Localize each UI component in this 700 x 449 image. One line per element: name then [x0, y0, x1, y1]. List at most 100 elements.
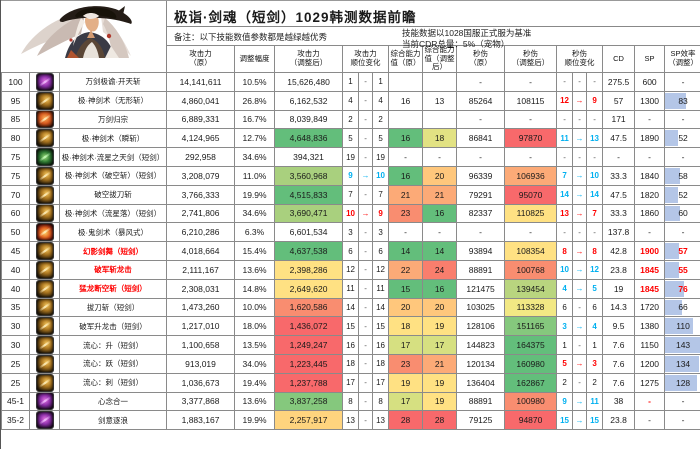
attack-adjusted-value: 1,620,586: [274, 297, 344, 318]
sp-efficiency-bar: [665, 355, 699, 372]
cd-value: 23.8: [602, 410, 636, 431]
comp-adjusted-value: 16: [422, 203, 458, 224]
attack-rank-before: 15: [342, 316, 360, 337]
attack-original-value: 1,036,673: [166, 372, 236, 393]
dps-rank-arrow: →: [572, 410, 588, 431]
sp-efficiency-value: 60: [678, 208, 688, 219]
sp-efficiency-cell: 110: [664, 316, 700, 337]
adjust-percent-value: 34.0%: [234, 353, 276, 374]
comp-original-value: 28: [388, 410, 424, 431]
comp-original-value: 16: [388, 165, 424, 186]
gold-multi-slash-icon: [36, 205, 53, 222]
attack-original-value: 6,889,331: [166, 109, 236, 130]
col-header-dps-original: 秒伤 （原）: [456, 45, 506, 73]
cd-value: -: [602, 147, 636, 167]
dps-rank-after: 14: [586, 184, 604, 205]
gold-arc-slash-icon: [36, 186, 53, 203]
skill-icon-cell: [29, 222, 60, 243]
skill-level: 75: [1, 165, 30, 186]
sp-efficiency-bar: [665, 318, 693, 335]
skill-level: 80: [1, 128, 30, 149]
attack-rank-after: 16: [372, 335, 390, 355]
col-header-sp: SP: [634, 45, 666, 73]
attack-original-value: 4,124,965: [166, 128, 236, 149]
note-cdr-line2: 当前CDR总量：5%（宠物）: [402, 39, 510, 50]
dps-adjusted-value: 162867: [504, 372, 558, 393]
sp-efficiency-value: 58: [678, 170, 688, 181]
table-row: 50 极·鬼剑术（暴风式） 6,210,286 6.3% 6,601,534 3…: [1, 222, 700, 243]
skill-level: 40: [1, 259, 30, 280]
dps-original-value: 79125: [456, 410, 506, 431]
skill-level: 60: [1, 203, 30, 224]
attack-rank-after: 5: [372, 128, 390, 149]
attack-rank-arrow: →: [358, 203, 374, 224]
comp-adjusted-value: 16: [422, 278, 458, 299]
dps-rank-arrow: -: [572, 222, 588, 243]
attack-original-value: 2,308,031: [166, 278, 236, 299]
skill-icon-cell: [29, 391, 60, 412]
attack-original-value: 292,958: [166, 147, 236, 167]
attack-rank-after: 3: [372, 222, 390, 243]
col-header-cd: CD: [602, 45, 636, 73]
dps-rank-after: 2: [586, 372, 604, 393]
sp-value: -: [634, 391, 666, 412]
attack-rank-before: 13: [342, 410, 360, 431]
comp-adjusted-value: -: [422, 222, 458, 243]
attack-rank-after: 19: [372, 147, 390, 167]
attack-original-value: 4,018,664: [166, 241, 236, 261]
dps-rank-before: -: [556, 147, 574, 167]
comp-original-value: 21: [388, 184, 424, 205]
dps-rank-after: 7: [586, 203, 604, 224]
dps-rank-before: -: [556, 72, 574, 92]
comp-adjusted-value: 21: [422, 353, 458, 374]
skill-icon-cell: [29, 165, 60, 186]
attack-adjusted-value: 4,515,833: [274, 184, 344, 205]
top-band: 极诣·剑魂（短剑）1029韩测数据前瞻 备注：以下技能数值参数都是越绿越优秀 技…: [1, 0, 700, 58]
dps-rank-arrow: →: [572, 353, 588, 374]
sp-value: 1300: [634, 90, 666, 111]
skill-level: 25: [1, 353, 30, 374]
skill-icon-cell: [29, 372, 60, 393]
dps-rank-before: 6: [556, 297, 574, 318]
cd-value: 57: [602, 90, 636, 111]
dps-rank-after: 8: [586, 241, 604, 261]
attack-rank-after: 18: [372, 353, 390, 374]
sp-efficiency-cell: -: [664, 72, 700, 92]
attack-original-value: 1,217,010: [166, 316, 236, 337]
skill-icon-cell: [29, 316, 60, 337]
attack-rank-after: 11: [372, 278, 390, 299]
sp-value: 1845: [634, 278, 666, 299]
table-row: 45 幻影剑舞（短剑） 4,018,664 15.4% 4,637,538 6 …: [1, 241, 700, 261]
comp-adjusted-value: 24: [422, 259, 458, 280]
sp-value: -: [634, 147, 666, 167]
sp-efficiency-bar: [665, 243, 680, 259]
flame-warrior-icon: [36, 224, 53, 241]
sp-efficiency-cell: 52: [664, 128, 700, 149]
skill-level: 85: [1, 109, 30, 130]
dps-rank-arrow: -: [572, 335, 588, 355]
skill-level: 35-2: [1, 410, 30, 431]
attack-rank-arrow: -: [358, 316, 374, 337]
attack-rank-before: 3: [342, 222, 360, 243]
dps-adjusted-value: -: [504, 222, 558, 243]
dps-original-value: 121475: [456, 278, 506, 299]
sp-efficiency-value: 128: [675, 377, 691, 388]
attack-adjusted-value: 2,257,917: [274, 410, 344, 431]
sp-efficiency-value: 57: [678, 246, 688, 257]
attack-rank-arrow: -: [358, 278, 374, 299]
adjust-percent-value: 12.7%: [234, 128, 276, 149]
sp-efficiency-value: -: [681, 152, 685, 163]
sp-efficiency-cell: 143: [664, 335, 700, 355]
attack-original-value: 14,141,611: [166, 72, 236, 92]
attack-rank-after: 14: [372, 297, 390, 318]
cd-value: 33.3: [602, 165, 636, 186]
sp-value: 1200: [634, 353, 666, 374]
dps-rank-after: 9: [586, 90, 604, 111]
cd-value: 7.6: [602, 335, 636, 355]
adjust-percent-value: 6.3%: [234, 222, 276, 243]
gold-feather-slash-icon: [36, 337, 53, 354]
note-baseline: 技能数据以1028国服正式服为基准 当前CDR总量：5%（宠物）: [402, 27, 700, 50]
table-row: 80 极·神剑术（瞬斩） 4,124,965 12.7% 4,648,836 5…: [1, 128, 700, 149]
attack-adjusted-value: 1,249,247: [274, 335, 344, 355]
attack-rank-before: 5: [342, 128, 360, 149]
